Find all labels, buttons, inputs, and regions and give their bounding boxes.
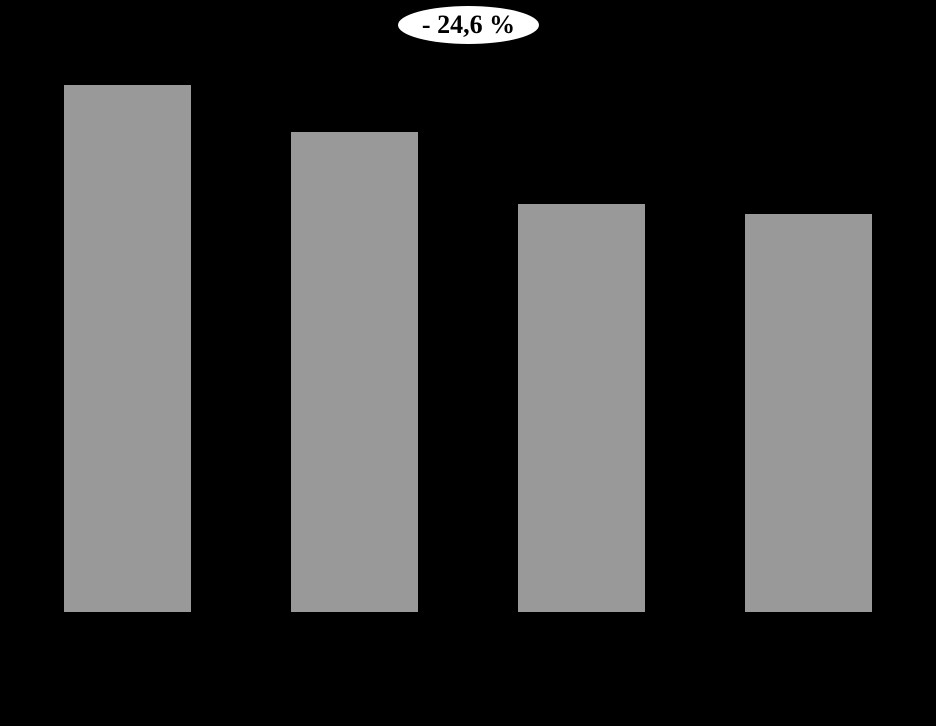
- bar: [291, 132, 418, 612]
- bar: [518, 204, 645, 612]
- change-badge: - 24,6 %: [397, 5, 540, 45]
- bar: [64, 85, 191, 612]
- bar: [745, 214, 872, 612]
- change-badge-label: - 24,6 %: [421, 10, 516, 39]
